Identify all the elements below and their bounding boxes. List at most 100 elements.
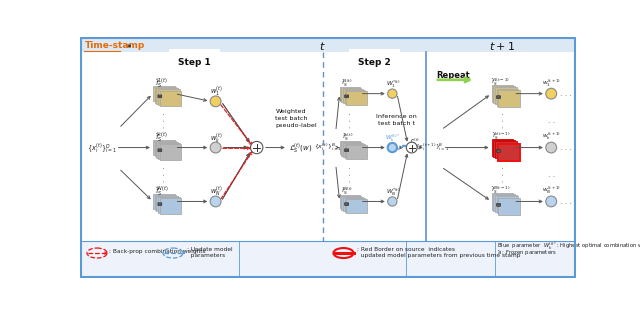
Text: $w_1^{(t+1)}$: $w_1^{(t+1)}$: [542, 77, 561, 89]
Text: $\mathcal{L}_t^{(t)}$: $\mathcal{L}_t^{(t)}$: [410, 136, 420, 148]
Text: $t$: $t$: [319, 40, 326, 52]
Circle shape: [546, 88, 557, 99]
Text: $\hat{f}_S^{1(t)}$: $\hat{f}_S^{1(t)}$: [155, 76, 168, 90]
FancyBboxPatch shape: [341, 142, 362, 156]
FancyBboxPatch shape: [497, 203, 500, 206]
FancyBboxPatch shape: [158, 95, 162, 98]
Text: $W_k^{(t)*}$: $W_k^{(t)*}$: [385, 133, 401, 144]
FancyBboxPatch shape: [154, 87, 176, 103]
Text: $\hat{f}_S^{k(t)}$: $\hat{f}_S^{k(t)}$: [155, 130, 168, 144]
FancyBboxPatch shape: [159, 144, 181, 160]
Text: Blue  parameter  $W_k^{(t)*}$: Highest optimal combination weight: Blue parameter $W_k^{(t)*}$: Highest opt…: [497, 241, 640, 252]
FancyBboxPatch shape: [341, 88, 362, 102]
Text: $\{x_i^{(t)}\}_{i=1}^D$: $\{x_i^{(t)}\}_{i=1}^D$: [87, 141, 116, 154]
FancyBboxPatch shape: [499, 197, 520, 215]
FancyBboxPatch shape: [345, 203, 349, 206]
Text: Step 1: Step 1: [179, 58, 211, 66]
FancyBboxPatch shape: [492, 85, 513, 102]
Text: $\hat{a}$ : Frozen parameters: $\hat{a}$ : Frozen parameters: [497, 248, 557, 258]
Text: . . .: . . .: [561, 197, 572, 206]
FancyBboxPatch shape: [345, 149, 349, 152]
FancyBboxPatch shape: [497, 96, 500, 99]
FancyBboxPatch shape: [346, 145, 367, 159]
FancyBboxPatch shape: [340, 141, 360, 154]
FancyBboxPatch shape: [154, 195, 176, 210]
Text: $\hat{f}_S^{N(t)}$: $\hat{f}_S^{N(t)}$: [155, 184, 168, 198]
Text: updated model parameters from previous time stamp: updated model parameters from previous t…: [358, 253, 521, 258]
Text: $\hat{f}_S^{N(t-1)}$: $\hat{f}_S^{N(t-1)}$: [491, 184, 511, 196]
Circle shape: [388, 197, 397, 206]
Text: . . .: . . .: [561, 143, 572, 152]
Circle shape: [210, 96, 221, 107]
FancyBboxPatch shape: [159, 198, 181, 214]
Text: Time-stamp: Time-stamp: [84, 41, 145, 51]
Circle shape: [546, 142, 557, 153]
FancyBboxPatch shape: [497, 143, 518, 159]
FancyBboxPatch shape: [493, 140, 515, 157]
FancyBboxPatch shape: [346, 91, 367, 105]
FancyBboxPatch shape: [154, 141, 176, 156]
Text: $\hat{f}_S^{k(t-1)}$: $\hat{f}_S^{k(t-1)}$: [492, 130, 510, 142]
Text: $W_N^{*(t)}$: $W_N^{*(t)}$: [386, 187, 401, 198]
FancyBboxPatch shape: [345, 198, 365, 212]
Text: $\hat{f}_S^{1(t)}$: $\hat{f}_S^{1(t)}$: [342, 78, 353, 89]
FancyBboxPatch shape: [156, 196, 178, 212]
FancyBboxPatch shape: [81, 38, 575, 52]
FancyBboxPatch shape: [495, 87, 516, 105]
Text: ·  ·  ·: · · ·: [163, 113, 168, 129]
Text: $w_N^{(t+1)}$: $w_N^{(t+1)}$: [542, 185, 561, 196]
FancyBboxPatch shape: [493, 194, 515, 211]
FancyBboxPatch shape: [340, 194, 360, 208]
Text: $t+1$: $t+1$: [490, 40, 515, 52]
FancyBboxPatch shape: [158, 149, 162, 152]
FancyBboxPatch shape: [153, 194, 175, 209]
Circle shape: [406, 142, 417, 153]
Text: Repeat: Repeat: [436, 71, 470, 80]
FancyBboxPatch shape: [340, 87, 360, 100]
Text: parameters: parameters: [187, 253, 225, 258]
Text: $\mathcal{L}_S^{(t)}(w)$: $\mathcal{L}_S^{(t)}(w)$: [289, 141, 313, 154]
Text: $W_1^{*(t)}$: $W_1^{*(t)}$: [386, 79, 401, 90]
Text: $\{x_i^{(t)}\}_{i=1}^B$: $\{x_i^{(t)}\}_{i=1}^B$: [314, 142, 342, 153]
FancyBboxPatch shape: [346, 199, 367, 213]
FancyBboxPatch shape: [492, 139, 513, 156]
Text: . .: . .: [548, 116, 555, 125]
FancyBboxPatch shape: [345, 95, 349, 98]
FancyBboxPatch shape: [499, 90, 520, 107]
FancyBboxPatch shape: [158, 197, 180, 212]
Circle shape: [210, 196, 221, 207]
FancyBboxPatch shape: [343, 143, 363, 157]
Text: ·  ·  ·: · · ·: [348, 113, 355, 129]
Text: Inference on
test batch t: Inference on test batch t: [376, 114, 417, 126]
Text: ·  ·  ·: · · ·: [501, 113, 507, 129]
FancyBboxPatch shape: [497, 89, 518, 105]
Text: ·  ·  ·: · · ·: [163, 167, 168, 183]
Text: $\{x_i^{(t+1)}\}_{i=1}^B$: $\{x_i^{(t+1)}\}_{i=1}^B$: [415, 142, 450, 153]
Text: ·  ·  ·: · · ·: [501, 167, 507, 183]
FancyBboxPatch shape: [158, 90, 180, 105]
Text: $w_N^{(t)}$: $w_N^{(t)}$: [210, 184, 223, 198]
FancyBboxPatch shape: [158, 143, 180, 159]
Circle shape: [388, 89, 397, 98]
Text: ·  ·  ·: · · ·: [348, 167, 355, 183]
Text: $\hat{f}_S^{N(t)}$: $\hat{f}_S^{N(t)}$: [341, 186, 353, 197]
Text: Weighted
test batch
pseudo-label: Weighted test batch pseudo-label: [275, 109, 317, 128]
FancyBboxPatch shape: [495, 195, 516, 212]
FancyBboxPatch shape: [153, 86, 175, 101]
Circle shape: [546, 196, 557, 207]
FancyBboxPatch shape: [497, 197, 518, 213]
FancyBboxPatch shape: [156, 88, 178, 104]
Text: : Red Border on source  indicates: : Red Border on source indicates: [358, 247, 456, 252]
FancyBboxPatch shape: [493, 86, 515, 103]
FancyBboxPatch shape: [495, 141, 516, 158]
Text: : Back-prop combination weights: : Back-prop combination weights: [109, 249, 206, 254]
FancyBboxPatch shape: [492, 193, 513, 210]
Text: $w_k^{(t+1)}$: $w_k^{(t+1)}$: [542, 131, 561, 143]
FancyBboxPatch shape: [341, 196, 362, 210]
Circle shape: [388, 143, 397, 152]
Text: : Update model: : Update model: [187, 247, 232, 252]
FancyBboxPatch shape: [156, 142, 178, 158]
Circle shape: [210, 142, 221, 153]
Circle shape: [250, 141, 263, 154]
Text: $\hat{f}_S^{1(t-1)}$: $\hat{f}_S^{1(t-1)}$: [492, 76, 510, 88]
